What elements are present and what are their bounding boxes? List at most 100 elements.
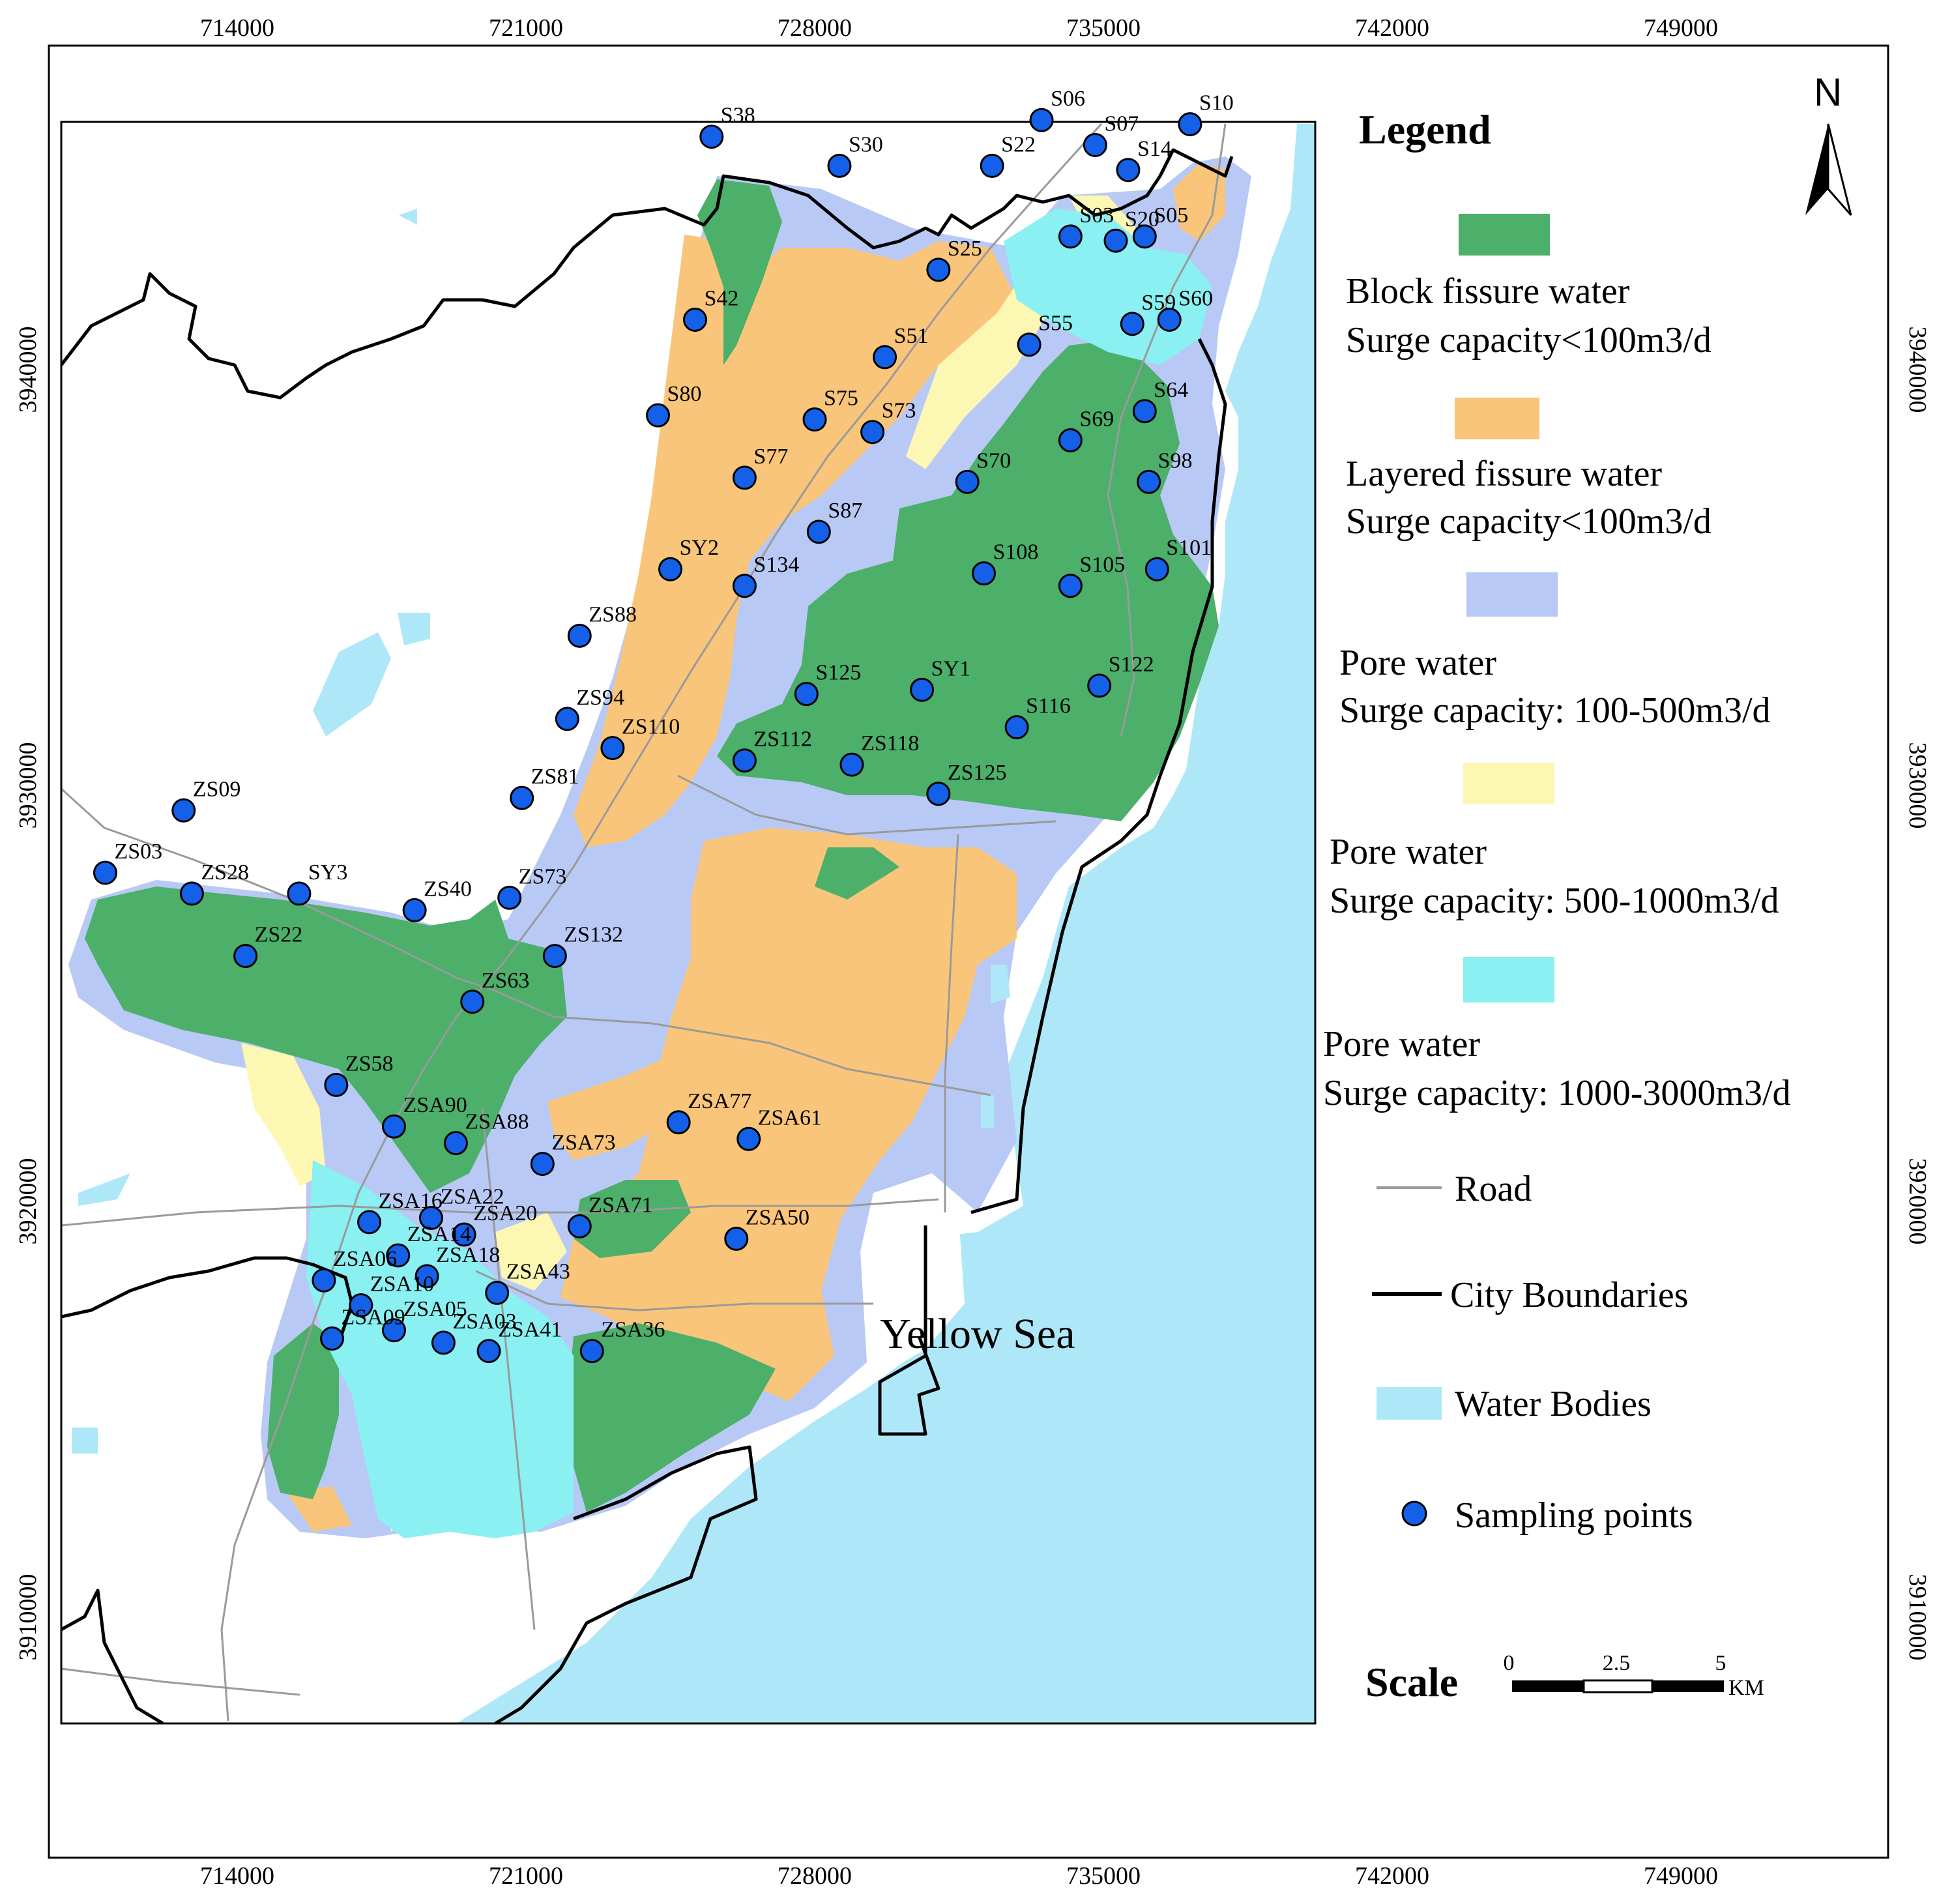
sampling-point-s125[interactable]: S125 (794, 661, 861, 707)
sampling-point-zs09[interactable]: ZS09 (171, 777, 241, 823)
sampling-point-zsa77[interactable]: ZSA77 (666, 1089, 751, 1135)
sampling-point-zs88[interactable]: ZS88 (567, 602, 637, 648)
sampling-point-label: ZS132 (564, 923, 623, 947)
sampling-point-zs63[interactable]: ZS63 (460, 969, 530, 1014)
y-coordinate-labels-left: 3940000 3930000 3920000 3910000 (14, 327, 42, 1661)
sampling-point-s14[interactable]: S14 (1116, 137, 1172, 183)
sampling-point-zsa05[interactable]: ZSA05 (381, 1297, 467, 1343)
sampling-point-s60[interactable]: S60 (1157, 286, 1213, 332)
sampling-point-zsa22[interactable]: ZSA22 (418, 1185, 504, 1231)
sampling-point-zsa88[interactable]: ZSA88 (443, 1110, 529, 1156)
road-2 (220, 123, 1103, 1721)
sampling-point-zs132[interactable]: ZS132 (542, 923, 623, 969)
sampling-point-s116[interactable]: S116 (1004, 694, 1071, 740)
sampling-point-zsa90[interactable]: ZSA90 (381, 1093, 467, 1139)
layered-fissure-zone-west (547, 1049, 691, 1160)
pore-water-500-1000-zone-center (495, 1212, 567, 1291)
sampling-point-label: ZS40 (424, 877, 472, 901)
river-west (78, 1173, 130, 1206)
sampling-point-sy1[interactable]: SY1 (910, 656, 970, 702)
sampling-point-s77[interactable]: S77 (732, 445, 788, 490)
sampling-point-s03[interactable]: S03 (1058, 203, 1114, 249)
sampling-point-zsa10[interactable]: ZSA10 (349, 1272, 434, 1317)
sampling-point-s38[interactable]: S38 (699, 104, 755, 149)
legend-item-3-line2: Surge capacity: 100-500m3/d (1339, 690, 1771, 731)
sampling-point-zs22[interactable]: ZS22 (233, 923, 303, 969)
sampling-point-s75[interactable]: S75 (802, 387, 858, 432)
sampling-point-s42[interactable]: S42 (682, 286, 738, 332)
sampling-point-zsa18[interactable]: ZSA18 (415, 1243, 500, 1289)
sampling-point-s101[interactable]: S101 (1144, 536, 1212, 581)
legend-item-1-line2: Surge capacity<100m3/d (1346, 320, 1711, 360)
sampling-point-marker (1058, 574, 1083, 598)
sampling-point-s134[interactable]: S134 (732, 553, 799, 598)
sampling-point-s70[interactable]: S70 (955, 448, 1011, 494)
sampling-point-marker (794, 682, 819, 707)
sampling-point-label: ZSA14 (407, 1222, 471, 1246)
sampling-point-marker (1157, 307, 1182, 332)
sampling-point-marker (431, 1330, 456, 1355)
sampling-point-s55[interactable]: S55 (1017, 312, 1073, 357)
sampling-point-s108[interactable]: S108 (971, 540, 1038, 586)
sampling-point-s20[interactable]: S20 (1103, 207, 1159, 253)
sampling-point-zsa03[interactable]: ZSA03 (431, 1310, 517, 1355)
sampling-point-zs110[interactable]: ZS110 (600, 715, 680, 761)
sampling-point-zsa06[interactable]: ZSA06 (312, 1247, 397, 1293)
sampling-point-s07[interactable]: S07 (1083, 111, 1139, 157)
sampling-point-s105[interactable]: S105 (1058, 553, 1125, 598)
sampling-point-s122[interactable]: S122 (1087, 652, 1154, 698)
sampling-point-s98[interactable]: S98 (1137, 448, 1193, 494)
legend-swatch-pore-1000-3000 (1463, 957, 1554, 1003)
sampling-point-zs73[interactable]: ZS73 (497, 864, 567, 910)
sampling-point-s51[interactable]: S51 (873, 324, 929, 370)
sampling-point-zs94[interactable]: ZS94 (555, 686, 624, 731)
scale-tick-0: 0 (1504, 1651, 1515, 1675)
sampling-point-zs28[interactable]: ZS28 (179, 860, 249, 906)
sampling-point-s10[interactable]: S10 (1178, 91, 1234, 137)
sampling-point-zsa73[interactable]: ZSA73 (530, 1131, 616, 1177)
sampling-point-zsa61[interactable]: ZSA61 (736, 1106, 822, 1151)
y-coord-left-3920000: 3920000 (14, 1158, 42, 1245)
boundary-coast (970, 338, 1227, 1214)
sampling-point-marker (1029, 108, 1054, 132)
sampling-point-sy3[interactable]: SY3 (287, 860, 347, 906)
sampling-point-zsa50[interactable]: ZSA50 (724, 1205, 809, 1251)
sampling-point-zs112[interactable]: ZS112 (732, 727, 812, 773)
sampling-point-sy2[interactable]: SY2 (658, 536, 719, 581)
sampling-point-zs81[interactable]: ZS81 (510, 765, 579, 810)
sampling-point-label: S87 (828, 499, 862, 523)
sampling-point-zsa20[interactable]: ZSA20 (452, 1201, 537, 1247)
sampling-point-label: ZSA73 (551, 1131, 615, 1155)
block-fissure-zone-central (574, 1180, 691, 1258)
sampling-point-zs03[interactable]: ZS03 (93, 840, 162, 885)
block-fissure-zone-tower (815, 847, 899, 900)
sampling-point-zsa43[interactable]: ZSA43 (485, 1259, 570, 1305)
sampling-point-label: S101 (1166, 536, 1212, 560)
sampling-point-marker (873, 345, 897, 370)
sampling-point-s87[interactable]: S87 (806, 499, 862, 544)
sampling-point-zs58[interactable]: ZS58 (324, 1051, 394, 1097)
sampling-point-s06[interactable]: S06 (1029, 87, 1085, 132)
sampling-point-label: S03 (1079, 203, 1114, 227)
sampling-point-s73[interactable]: S73 (860, 399, 916, 445)
sampling-point-zsa14[interactable]: ZSA14 (386, 1222, 471, 1268)
sampling-point-s22[interactable]: S22 (980, 132, 1036, 178)
sampling-point-zs40[interactable]: ZS40 (402, 877, 472, 922)
sampling-point-zsa09[interactable]: ZSA09 (320, 1306, 405, 1351)
sampling-point-s05[interactable]: S05 (1132, 203, 1188, 249)
sampling-point-marker (910, 677, 935, 702)
sampling-point-zsa71[interactable]: ZSA71 (567, 1193, 653, 1238)
sampling-point-s69[interactable]: S69 (1058, 407, 1114, 452)
sampling-point-s80[interactable]: S80 (646, 382, 702, 428)
sampling-point-s25[interactable]: S25 (926, 237, 982, 282)
road-4 (61, 1198, 939, 1227)
sampling-point-marker (497, 885, 522, 910)
sampling-point-zs125[interactable]: ZS125 (926, 761, 1007, 806)
y-coord-right-3940000: 3940000 (1904, 327, 1931, 413)
sampling-point-s30[interactable]: S30 (827, 132, 883, 178)
sampling-point-zs118[interactable]: ZS118 (839, 731, 919, 777)
sampling-point-zsa36[interactable]: ZSA36 (579, 1318, 665, 1364)
sampling-point-zsa41[interactable]: ZSA41 (476, 1318, 562, 1364)
sampling-point-s64[interactable]: S64 (1132, 378, 1188, 424)
sampling-point-marker (926, 257, 951, 282)
